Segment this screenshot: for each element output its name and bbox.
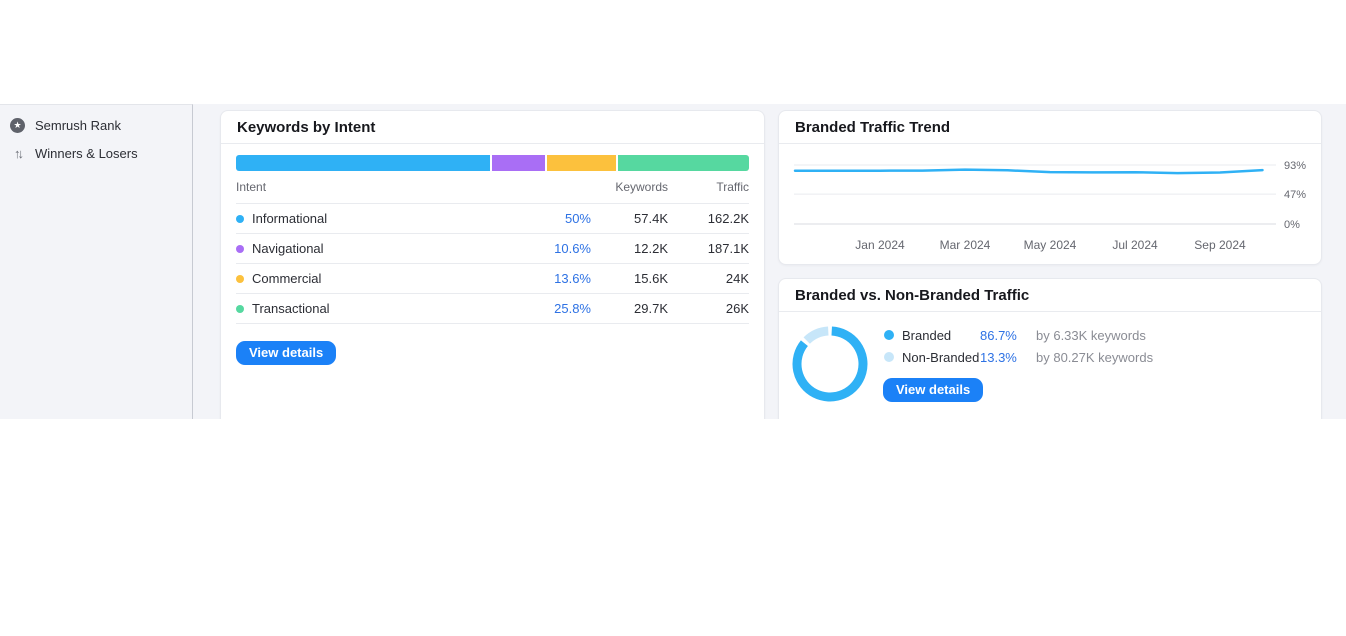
- intent-percent-link[interactable]: 50%: [564, 211, 591, 226]
- intent-bar-segment: [491, 155, 546, 171]
- intent-bar-segment: [618, 155, 749, 171]
- legend-label: Branded: [902, 327, 952, 343]
- intent-percent-link[interactable]: 10.6%: [554, 241, 591, 256]
- intent-traffic-value: 26K: [725, 301, 749, 316]
- svg-text:Mar 2024: Mar 2024: [940, 238, 991, 252]
- intent-color-dot: [236, 214, 244, 223]
- intent-bar-segment: [236, 155, 490, 171]
- legend-note: by 80.27K keywords: [1036, 349, 1154, 365]
- card-title: Branded Traffic Trend: [795, 118, 951, 136]
- intent-traffic-value: 162.2K: [707, 211, 749, 226]
- legend-label: Non-Branded: [902, 349, 980, 365]
- sidebar-item-label: Semrush Rank: [35, 117, 121, 133]
- intent-cell: Navigational: [236, 241, 521, 256]
- sidebar-item-winners-losers[interactable]: ↑↓ Winners & Losers: [0, 139, 192, 167]
- intent-distribution-bar: [236, 155, 749, 171]
- branded-donut-chart: [792, 326, 868, 402]
- svg-text:47%: 47%: [1284, 189, 1306, 201]
- legend-percent-link[interactable]: 13.3%: [980, 349, 1017, 365]
- legend-color-dot: [884, 330, 894, 340]
- svg-text:93%: 93%: [1284, 160, 1306, 172]
- intent-card-body: Intent Keywords Traffic Informational 50…: [221, 155, 764, 365]
- intent-percent-link[interactable]: 25.8%: [554, 301, 591, 316]
- intent-percent-link[interactable]: 13.6%: [554, 271, 591, 286]
- intent-cell: Commercial: [236, 271, 521, 286]
- intent-label: Informational: [252, 211, 328, 226]
- intent-color-dot: [236, 244, 244, 253]
- legend-color-dot: [884, 352, 894, 362]
- svg-text:Jul 2024: Jul 2024: [1112, 238, 1158, 252]
- legend-row: Non-Branded 13.3% by 80.27K keywords: [884, 346, 1153, 368]
- intent-color-dot: [236, 304, 244, 313]
- table-row: Navigational 10.6% 12.2K 187.1K: [236, 234, 749, 264]
- intent-label: Commercial: [252, 271, 322, 286]
- sidebar: ★ Semrush Rank ↑↓ Winners & Losers: [0, 104, 193, 419]
- intent-keywords-value: 12.2K: [634, 241, 668, 256]
- svg-text:Sep 2024: Sep 2024: [1194, 238, 1246, 252]
- card-header: Branded vs. Non-Branded Traffic: [779, 279, 1321, 312]
- intent-keywords-value: 15.6K: [634, 271, 668, 286]
- intent-label: Transactional: [252, 301, 330, 316]
- table-row: Informational 50% 57.4K 162.2K: [236, 204, 749, 234]
- legend-note: by 6.33K keywords: [1036, 327, 1146, 343]
- intent-cell: Transactional: [236, 301, 521, 316]
- view-details-button[interactable]: View details: [883, 378, 984, 402]
- branded-legend: Branded 86.7% by 6.33K keywords Non-Bran…: [883, 324, 1153, 402]
- table-row: Commercial 13.6% 15.6K 24K: [236, 264, 749, 294]
- intent-bar-segment: [547, 155, 617, 171]
- view-details-button[interactable]: View details: [236, 341, 337, 365]
- legend-rows: Branded 86.7% by 6.33K keywords Non-Bran…: [884, 324, 1153, 368]
- branded-vs-nonbranded-card: Branded vs. Non-Branded Traffic Branded …: [778, 278, 1322, 419]
- intent-keywords-value: 57.4K: [634, 211, 668, 226]
- svg-text:0%: 0%: [1284, 219, 1300, 231]
- table-row: Transactional 25.8% 29.7K 26K: [236, 294, 749, 324]
- column-header-traffic: Traffic: [716, 180, 749, 194]
- card-title: Branded vs. Non-Branded Traffic: [795, 286, 1030, 304]
- branded-card-body: Branded 86.7% by 6.33K keywords Non-Bran…: [779, 312, 1321, 419]
- sidebar-item-semrush-rank[interactable]: ★ Semrush Rank: [0, 111, 192, 139]
- intent-table-body: Informational 50% 57.4K 162.2K Navigatio…: [236, 204, 749, 324]
- intent-table-header: Intent Keywords Traffic: [236, 171, 749, 204]
- intent-keywords-value: 29.7K: [634, 301, 668, 316]
- legend-percent-link[interactable]: 86.7%: [980, 327, 1017, 343]
- sidebar-item-label: Winners & Losers: [35, 145, 138, 161]
- column-header-keywords: Keywords: [615, 180, 668, 194]
- svg-text:Jan 2024: Jan 2024: [855, 238, 905, 252]
- svg-text:May 2024: May 2024: [1024, 238, 1077, 252]
- rank-star-icon: ★: [9, 117, 26, 134]
- intent-traffic-value: 187.1K: [707, 241, 749, 256]
- card-title: Keywords by Intent: [237, 118, 376, 136]
- legend-row: Branded 86.7% by 6.33K keywords: [884, 324, 1153, 346]
- branded-traffic-trend-chart: 93% 47% 0% Jan 2024 Mar 2024 May 2024 Jul 2024…: [793, 160, 1306, 252]
- intent-cell: Informational: [236, 211, 521, 226]
- content-strip: ★ Semrush Rank ↑↓ Winners & Losers Keywo…: [0, 104, 1346, 419]
- card-header: Branded Traffic Trend: [779, 111, 1321, 144]
- intent-traffic-value: 24K: [725, 271, 749, 286]
- column-header-intent: Intent: [236, 180, 267, 194]
- intent-color-dot: [236, 274, 244, 283]
- winners-losers-arrows-icon: ↑↓: [14, 145, 24, 161]
- keywords-by-intent-card: Keywords by Intent Intent Keywords Traff…: [220, 110, 765, 419]
- card-header: Keywords by Intent: [221, 111, 764, 144]
- branded-traffic-trend-card: Branded Traffic Trend 93% 47% 0% Jan 2024 Ma…: [778, 110, 1322, 265]
- intent-label: Navigational: [252, 241, 324, 256]
